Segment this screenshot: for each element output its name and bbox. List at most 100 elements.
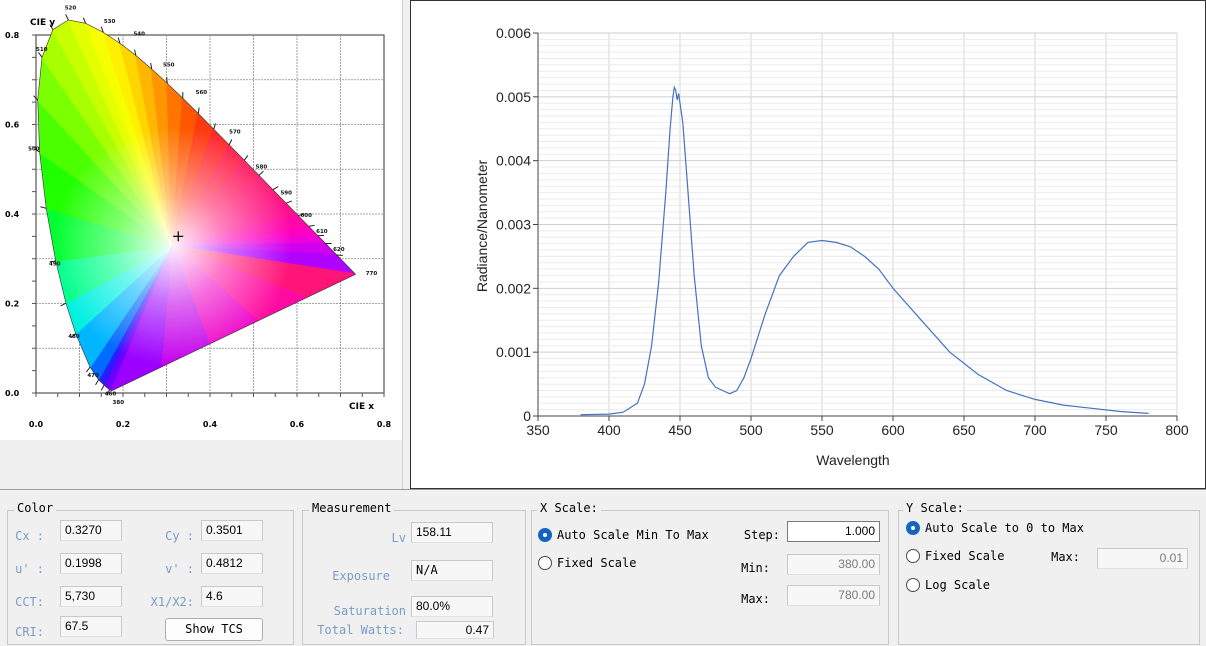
exposure-label: Exposure [310,569,390,583]
y-max-input[interactable]: 0.01 [1097,548,1188,569]
cie-wavelength-label: 510 [36,47,48,53]
v-prime-value: 0.4812 [201,553,263,574]
y-auto-scale-radio[interactable]: Auto Scale to 0 to Max [906,521,1084,535]
cie-wavelength-label: 560 [196,90,208,96]
cy-label: Cy : [148,529,194,543]
x-min-input[interactable]: 380.00 [787,554,880,575]
cie-x-tick-label: 0.0 [29,420,44,429]
total-watts-value: 0.47 [416,621,494,639]
cie-wavelength-label: 380 [113,400,125,406]
y-log-scale-radio-label: Log Scale [925,578,990,592]
cie-wavelength-label: 620 [333,247,345,253]
panel-splitter[interactable] [402,0,409,490]
cie-locus-tick [66,14,69,19]
cie-x-tick-label: 0.2 [116,420,130,429]
x-max-input[interactable]: 780.00 [787,585,880,606]
spectrum-x-tick-label: 650 [952,422,976,438]
spectrum-y-tick-label: 0.004 [496,153,531,169]
spectrum-y-tick-label: 0.006 [496,25,531,41]
y-fixed-scale-radio[interactable]: Fixed Scale [906,549,1004,563]
cct-label: CCT: [10,595,44,609]
spectrum-x-tick-label: 750 [1094,422,1118,438]
u-prime-label: u' : [10,562,44,576]
cie-x-tick-label: 0.6 [290,420,305,429]
y-log-scale-radio[interactable]: Log Scale [906,578,990,592]
spectrum-y-tick-label: 0.005 [496,89,531,105]
cie-locus-tick [83,18,85,24]
cri-label: CRI: [10,625,44,639]
cx-value: 0.3270 [60,520,122,541]
x-step-input[interactable]: 1.000 [787,521,880,542]
spectrum-y-tick-label: 0.001 [496,344,531,360]
saturation-label: Saturation [310,604,406,618]
x-auto-scale-radio[interactable]: Auto Scale Min To Max [538,528,709,542]
cie-wavelength-label: 540 [133,32,145,38]
y-log-scale-radio-indicator [906,578,920,592]
x-max-label: Max: [734,592,770,606]
spectrum-grid [538,33,1177,416]
cie-wavelength-label: 520 [65,6,77,12]
spectrum-y-axis-label: Radiance/Nanometer [474,160,490,293]
cie-wavelength-label: 470 [87,373,99,379]
cie-y-tick-label: 0.8 [5,31,20,40]
cie-y-tick-label: 0.6 [5,121,20,130]
y-max-label: Max: [1040,550,1080,564]
x-step-label: Step: [734,528,780,542]
x-fixed-scale-radio-label: Fixed Scale [557,556,636,570]
cie-x-tick-label: 0.4 [203,420,218,429]
cie-diagram: CIE y CIE x 0.0 0.2 0.4 0.6 0.8 0.0 0.2 0.4 0.6 0… [0,0,402,440]
cie-y-tick-label: 0.4 [5,210,20,219]
x-min-label: Min: [734,561,770,575]
cie-wavelength-label: 550 [163,63,175,69]
v-prime-label: v' : [148,562,194,576]
cie-x-label: CIE x [349,402,374,412]
u-prime-value: 0.1998 [60,553,122,574]
cie-x-tick-label: 0.8 [377,420,392,429]
total-watts-label: Total Watts: [304,623,404,637]
cie-wavelength-label: 570 [229,130,241,136]
cie-wavelength-label: 500 [28,147,40,153]
x-auto-scale-radio-label: Auto Scale Min To Max [557,528,709,542]
spectrum-x-tick-label: 450 [668,422,692,438]
spectrum-x-tick-label: 600 [881,422,905,438]
x1-x2-value: 4.6 [201,586,263,607]
cie-y-tick-label: 0.0 [5,389,20,398]
spectrum-x-tick-label: 700 [1023,422,1047,438]
exposure-value: N/A [411,560,493,581]
show-tcs-button[interactable]: Show TCS [165,618,263,641]
cie-wavelength-label: 580 [256,165,268,171]
controls-area: Color Cx : 0.3270 Cy : 0.3501 u' : 0.199… [0,489,1206,646]
cy-value: 0.3501 [201,520,263,541]
spectrum-y-tick-label: 0.003 [496,217,531,233]
cie-y-tick-label: 0.2 [5,300,19,309]
x-fixed-scale-radio[interactable]: Fixed Scale [538,556,636,570]
x-auto-scale-radio-indicator [538,528,552,542]
saturation-value: 80.0% [411,596,493,617]
y-scale-group-title: Y Scale: [903,501,967,515]
cie-chromaticity-panel: CIE y CIE x 0.0 0.2 0.4 0.6 0.8 0.0 0.2 0.4 0.6 0… [0,0,402,440]
cri-value: 67.5 [60,616,122,637]
spectrum-x-tick-label: 350 [526,422,550,438]
lv-value: 158.11 [411,522,493,543]
spectrum-y-tick-label: 0.002 [496,280,531,296]
spectrum-x-axis-label: Wavelength [816,452,889,468]
cie-wavelength-label: 460 [105,391,117,397]
measurement-group-title: Measurement [309,501,394,515]
spectrum-series-line [581,87,1149,414]
spectrum-y-tick-label: 0 [523,408,531,424]
y-auto-scale-radio-indicator [906,521,920,535]
y-fixed-scale-radio-indicator [906,549,920,563]
spectrum-x-tick-label: 800 [1165,422,1189,438]
x-scale-group-title: X Scale: [537,501,601,515]
cie-wavelength-label: 600 [300,213,312,219]
y-fixed-scale-radio-label: Fixed Scale [925,549,1004,563]
cie-y-label: CIE y [30,18,55,28]
cx-label: Cx : [10,529,44,543]
spectrum-x-tick-label: 500 [739,422,763,438]
cie-wavelength-label: 590 [280,191,292,197]
cct-value: 5,730 [60,586,122,607]
lv-label: Lv [310,531,406,545]
